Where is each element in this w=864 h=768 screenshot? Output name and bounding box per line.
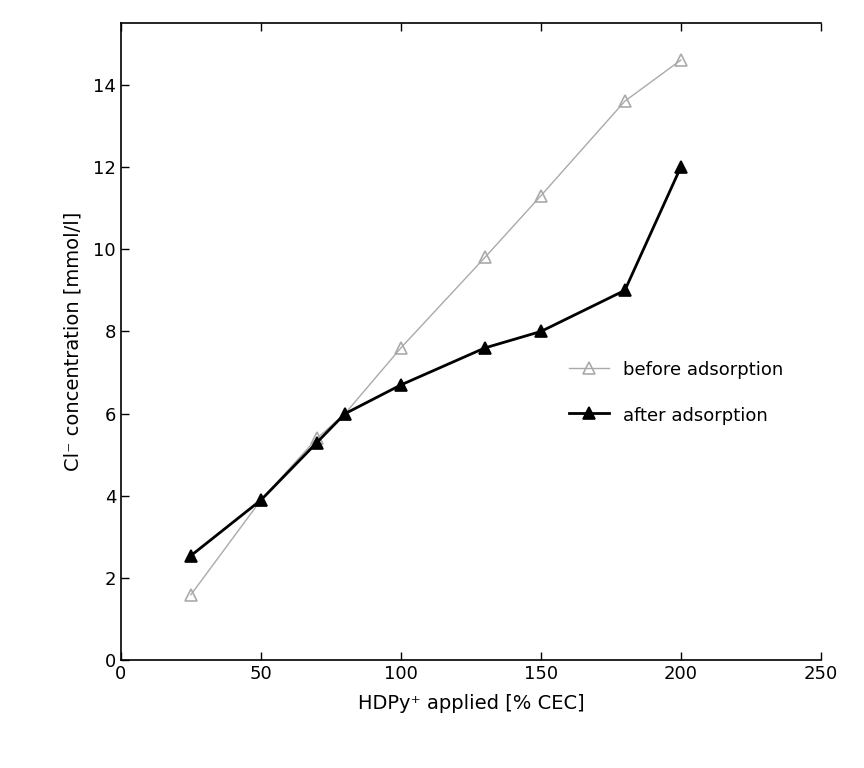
after adsorption <box>186 551 196 560</box>
Y-axis label: Cl⁻ concentration [mmol/l]: Cl⁻ concentration [mmol/l] <box>63 212 82 472</box>
after adsorption <box>256 495 266 505</box>
before adsorption <box>312 434 322 443</box>
Line: before adsorption: before adsorption <box>186 55 686 601</box>
before adsorption <box>340 409 350 419</box>
after adsorption <box>676 162 686 171</box>
before adsorption <box>396 343 406 353</box>
X-axis label: HDPy⁺ applied [% CEC]: HDPy⁺ applied [% CEC] <box>358 694 584 713</box>
after adsorption <box>312 438 322 447</box>
before adsorption <box>256 495 266 505</box>
after adsorption <box>480 343 490 353</box>
Line: after adsorption: after adsorption <box>186 161 686 561</box>
before adsorption <box>480 253 490 262</box>
before adsorption <box>536 191 546 200</box>
Legend: before adsorption, after adsorption: before adsorption, after adsorption <box>562 354 791 432</box>
after adsorption <box>396 380 406 389</box>
before adsorption <box>676 55 686 65</box>
after adsorption <box>619 286 630 295</box>
before adsorption <box>186 590 196 599</box>
before adsorption <box>619 97 630 106</box>
after adsorption <box>340 409 350 419</box>
after adsorption <box>536 327 546 336</box>
